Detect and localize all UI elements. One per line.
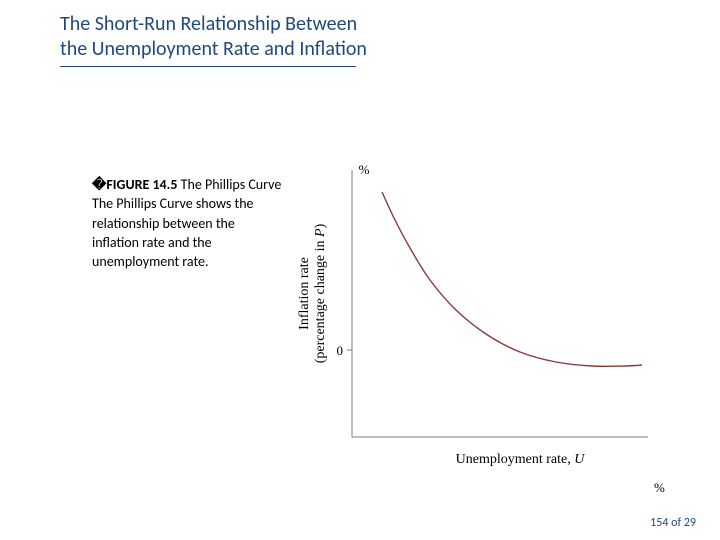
- page-number: 154 of 29: [650, 516, 696, 530]
- page-footer: 154 of 29: [650, 516, 696, 530]
- x-percent-symbol: %: [654, 480, 665, 492]
- slide-title: The Short-Run Relationship Between the U…: [60, 12, 367, 62]
- x-axis-label: Unemployment rate, U: [456, 452, 586, 467]
- y-axis-label-line2: (percentage change in P): [313, 223, 328, 363]
- figure-label: FIGURE 14.5: [106, 176, 177, 193]
- y-percent-symbol: %: [359, 162, 370, 177]
- y-axis-label-line1: Inflation rate: [297, 257, 312, 330]
- slide: The Short-Run Relationship Between the U…: [0, 0, 720, 540]
- figure-caption: �FIGURE 14.5 The Phillips Curve The Phil…: [92, 175, 282, 272]
- phillips-curve: [382, 192, 642, 366]
- zero-label: 0: [337, 343, 344, 358]
- y-axis-label-group: Inflation rate (percentage change in P): [297, 223, 328, 363]
- title-line-2: the Unemployment Rate and Inflation: [60, 37, 367, 61]
- phillips-curve-chart: 0 % % Inflation rate (percentage change …: [286, 162, 666, 492]
- title-line-1: The Short-Run Relationship Between: [60, 12, 357, 36]
- figure-placeholder-glyph: �: [92, 176, 106, 193]
- figure-title-text: The Phillips Curve: [181, 176, 282, 193]
- title-underline: [60, 66, 356, 67]
- figure-body: The Phillips Curve shows the relationshi…: [92, 195, 254, 270]
